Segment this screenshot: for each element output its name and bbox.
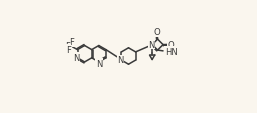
Text: F: F bbox=[69, 38, 74, 47]
Text: O: O bbox=[167, 41, 174, 49]
Text: N: N bbox=[117, 56, 123, 65]
Text: HN: HN bbox=[165, 47, 178, 56]
Text: N: N bbox=[73, 53, 79, 62]
Text: F: F bbox=[66, 46, 71, 54]
Text: N: N bbox=[96, 59, 102, 68]
Text: O: O bbox=[154, 28, 160, 37]
Text: F: F bbox=[65, 41, 70, 50]
Text: N: N bbox=[148, 40, 154, 49]
